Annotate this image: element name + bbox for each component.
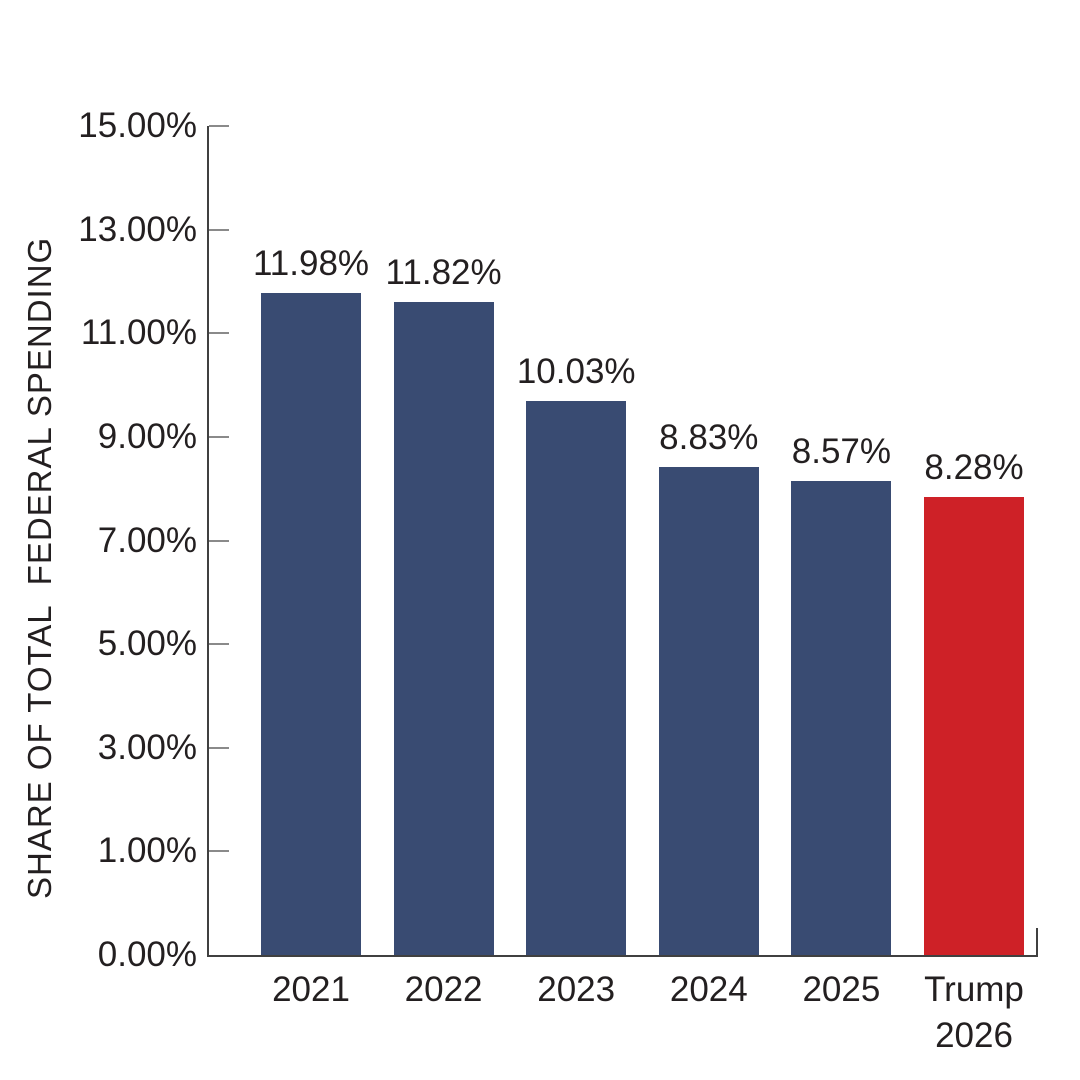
y-axis-line	[207, 126, 209, 957]
x-tick-label: 2024	[669, 970, 748, 1009]
y-tick-label: 3.00%	[97, 727, 197, 767]
y-tick-mark	[209, 332, 229, 335]
x-tick-label: 2022	[404, 970, 483, 1009]
x-tick-label: 2023	[537, 970, 616, 1009]
bar-value-label: 8.57%	[791, 432, 892, 472]
y-tick-mark	[209, 435, 229, 438]
bar-value-label: 11.82%	[385, 252, 502, 292]
y-tick-label: 13.00%	[78, 209, 197, 249]
x-tick-label: 2021	[272, 970, 350, 1009]
bar-value-label: 11.98%	[252, 243, 370, 283]
y-tick-mark	[209, 125, 229, 127]
y-tick-mark	[209, 850, 229, 853]
bar-2021	[261, 292, 361, 955]
y-tick-mark	[209, 228, 229, 231]
y-tick-mark	[209, 643, 229, 646]
bar-2022	[393, 301, 494, 955]
y-tick-label: 9.00%	[97, 416, 197, 456]
y-tick-label: 11.00%	[80, 313, 197, 353]
bar-2024	[658, 466, 759, 955]
bar-value-label: 8.28%	[924, 448, 1024, 488]
x-axis-line	[207, 955, 1038, 957]
y-tick-label: 0.00%	[97, 935, 197, 974]
x-axis-end-tick	[1036, 928, 1038, 955]
y-tick-label: 7.00%	[97, 520, 197, 560]
y-tick-mark	[209, 539, 229, 542]
bar-2025	[791, 481, 892, 955]
x-tick-label: 2025	[802, 970, 881, 1009]
y-tick-label: 1.00%	[97, 831, 197, 871]
y-tick-label: 15.00%	[78, 106, 197, 145]
bar-2023	[526, 400, 627, 955]
x-tick-label: Trump 2026	[924, 970, 1024, 1055]
bar-trump-2026	[924, 497, 1024, 955]
bar-value-label: 10.03%	[516, 351, 636, 391]
bar-value-label: 8.83%	[659, 417, 759, 457]
y-tick-label: 5.00%	[97, 624, 197, 664]
y-tick-mark	[209, 746, 229, 749]
